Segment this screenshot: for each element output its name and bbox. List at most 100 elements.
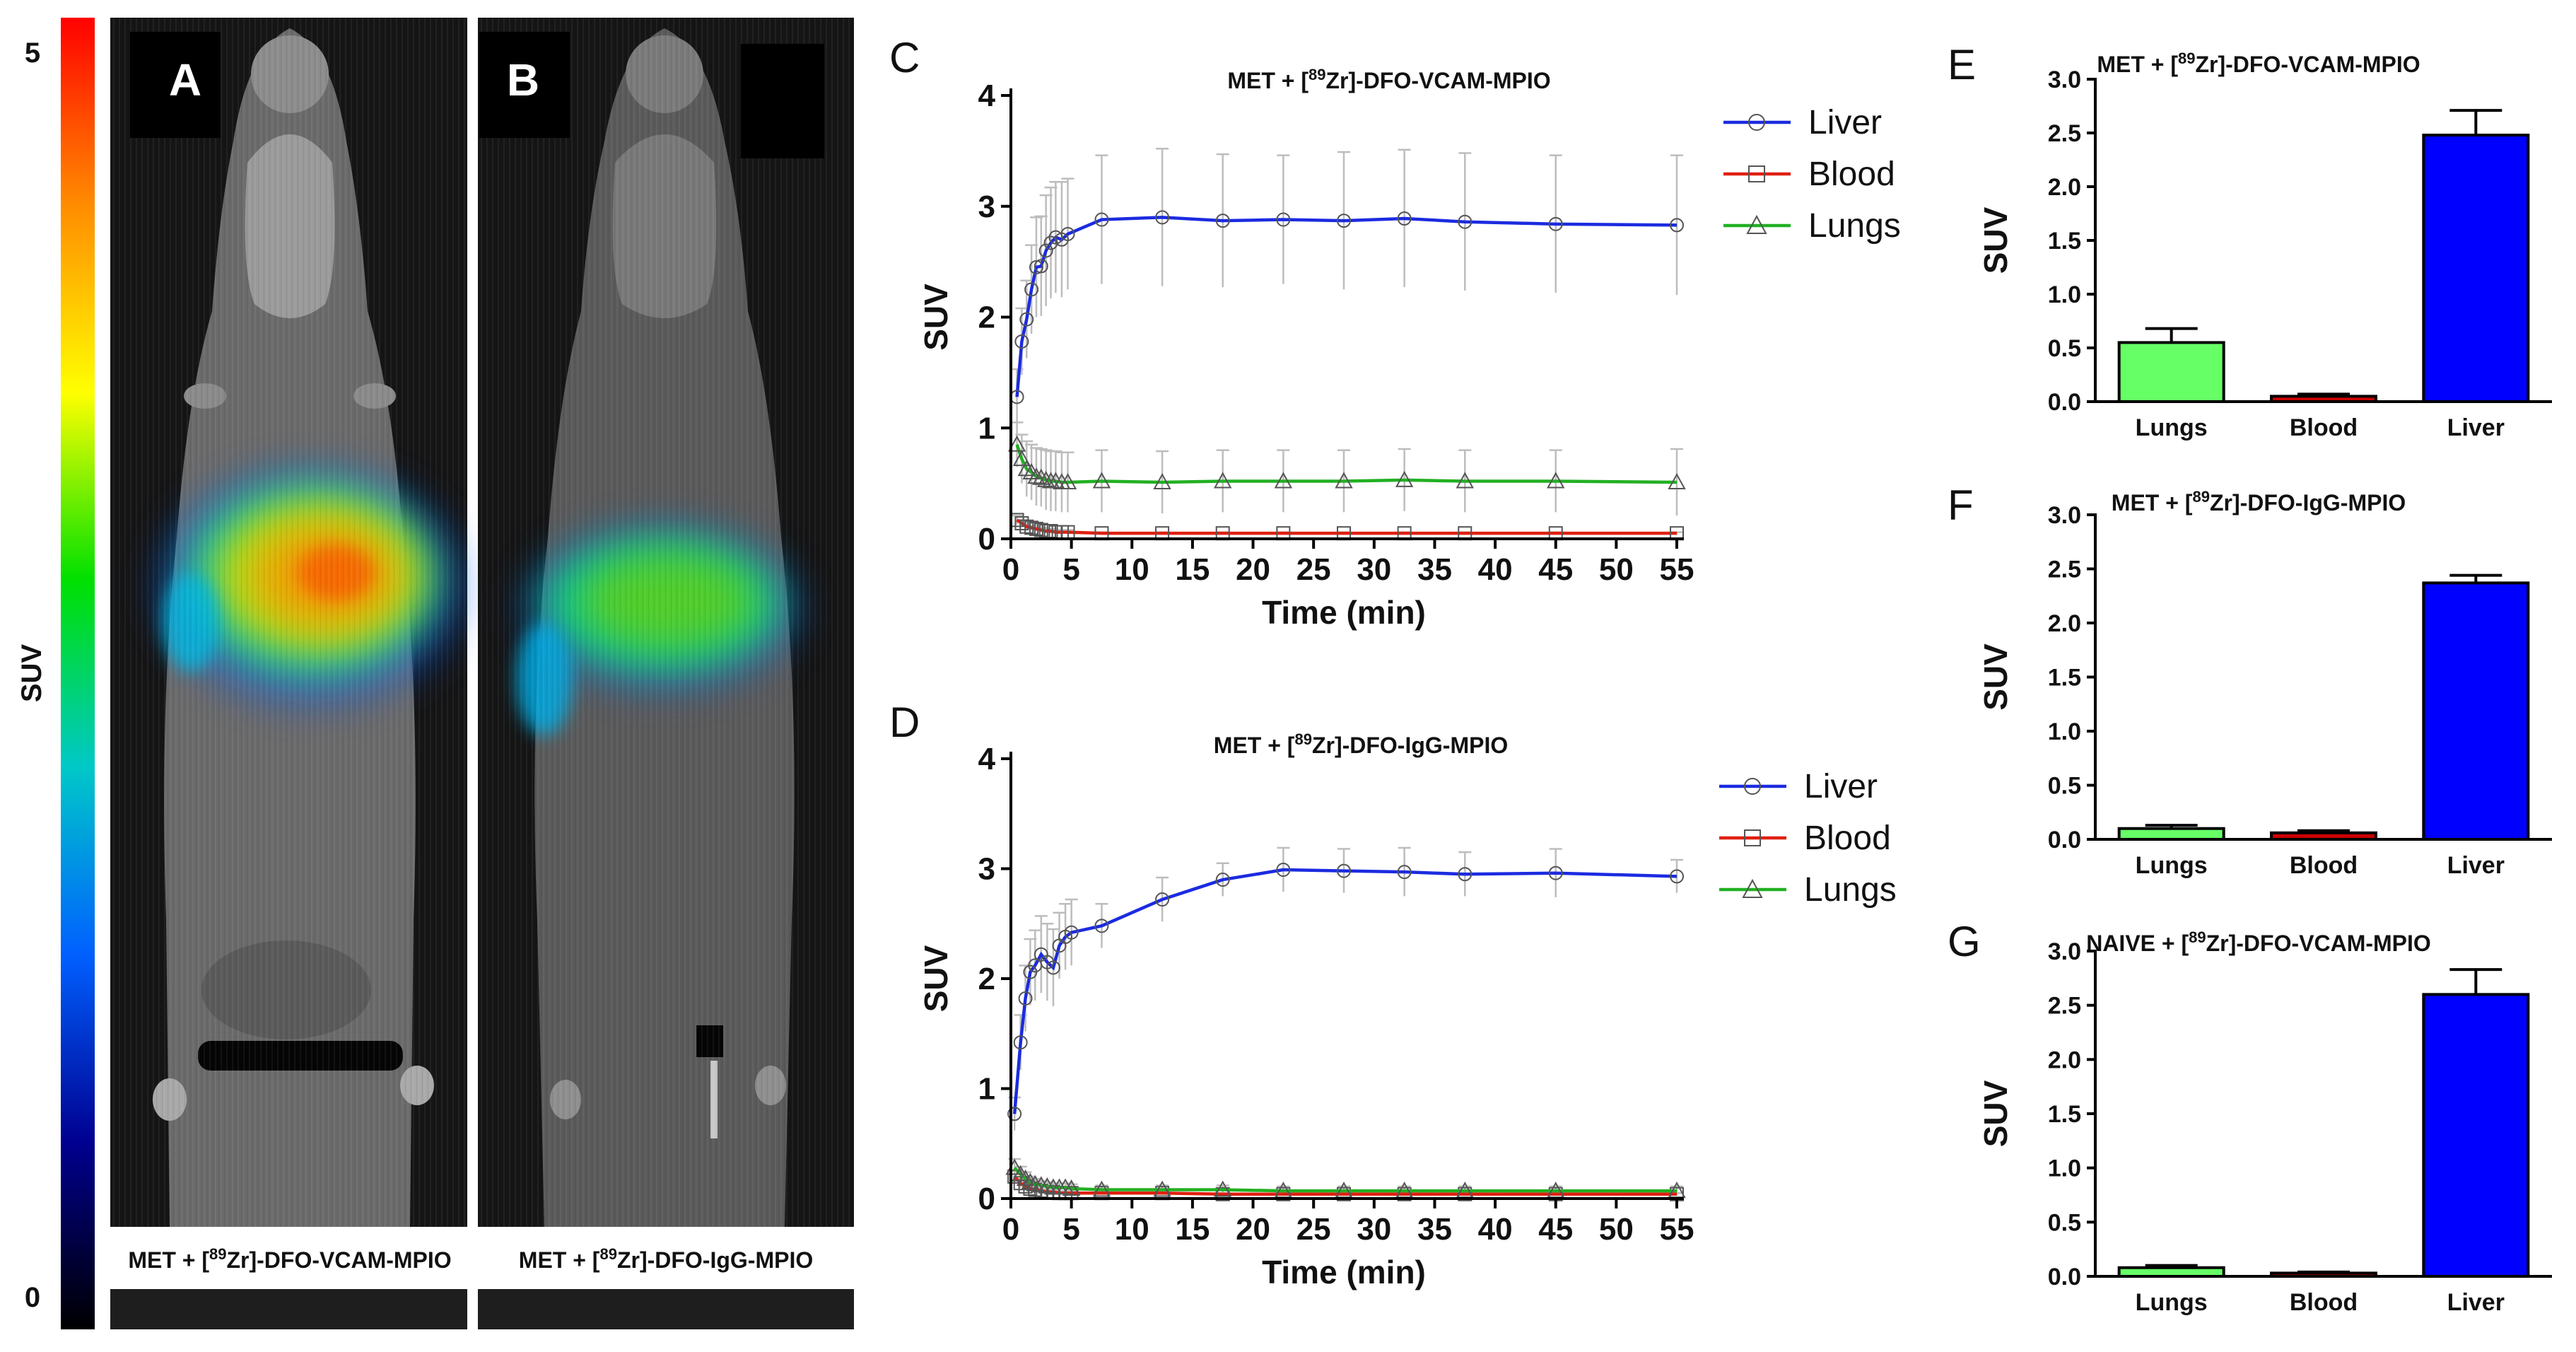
- chart-f: F MET + [89Zr]-DFO-IgG-MPIO Lungs Blood Li…: [1948, 482, 2552, 879]
- legend-label-liver: Liver: [1804, 768, 1878, 805]
- chart-e: E MET + [89Zr]-DFO-VCAM-MPIO Lungs Blood L…: [1948, 41, 2552, 441]
- chart-f-plot: Lungs Blood Liver 0.0 0.5 1.0 1.5 2.0 2.5 3.0 SUV: [1977, 502, 2552, 879]
- x-tick-label: 55: [1660, 552, 1694, 587]
- y-tick-label: 2.5: [2048, 993, 2081, 1020]
- bar-liver: [2422, 134, 2530, 403]
- data-point-lungs: [1058, 472, 1077, 490]
- data-point-liver: [1094, 212, 1109, 227]
- series-line-lungs: [1015, 444, 1678, 484]
- x-tick-label: 50: [1599, 552, 1634, 587]
- x-tick-label: 20: [1236, 1212, 1270, 1247]
- panel-letter-e: E: [1948, 41, 1976, 88]
- colorbar-min-label: 0: [25, 1282, 40, 1313]
- x-tick-label: 30: [1357, 1212, 1391, 1247]
- x-tick-label: 15: [1175, 1212, 1210, 1247]
- y-tick-label: 0.0: [2048, 827, 2081, 853]
- y-tick-label: 1.0: [2048, 281, 2081, 308]
- x-tick-label: 20: [1236, 552, 1270, 587]
- data-point-lungs: [1062, 1179, 1081, 1196]
- data-point-liver: [1007, 1107, 1022, 1121]
- data-point-lungs: [1056, 1178, 1075, 1195]
- y-tick-label: 0.0: [2048, 389, 2081, 416]
- legend-label-blood: Blood: [1808, 156, 1895, 193]
- x-axis-label: Time (min): [1262, 1254, 1426, 1290]
- data-point-lungs: [1092, 472, 1111, 489]
- legend-marker-lungs: [1746, 214, 1767, 234]
- data-point-liver: [1018, 991, 1033, 1006]
- data-point-liver: [1034, 259, 1048, 274]
- x-tick-label: 5: [1062, 552, 1079, 587]
- legend-marker-liver: [1744, 778, 1761, 795]
- x-tick-label: Blood: [2290, 1289, 2358, 1316]
- data-point-liver: [1337, 214, 1351, 228]
- data-point-liver: [1276, 212, 1291, 227]
- data-point-liver: [1094, 919, 1109, 933]
- image-caption-b: MET + [89Zr]-DFO-IgG-MPIO: [519, 1245, 813, 1273]
- data-point-lungs: [1021, 1172, 1040, 1189]
- legend-marker-blood: [1744, 829, 1761, 846]
- panel-letter-a: A: [169, 54, 201, 105]
- colorbar: 5 SUV 0: [16, 18, 95, 1329]
- y-tick-label: 4: [978, 742, 996, 776]
- bar-lungs: [2117, 827, 2225, 841]
- legend-marker-blood: [1748, 165, 1765, 182]
- data-point-liver: [1458, 214, 1473, 229]
- data-point-liver: [1019, 312, 1034, 327]
- legend-label-liver: Liver: [1808, 104, 1882, 141]
- y-tick-label: 0.5: [2048, 335, 2081, 362]
- data-point-liver: [1024, 282, 1039, 297]
- legend-marker-liver: [1748, 114, 1765, 131]
- data-point-lungs: [1092, 1180, 1111, 1197]
- x-tick-label: Blood: [2290, 852, 2358, 879]
- y-tick-label: 0.5: [2048, 773, 2081, 800]
- x-tick-label: 45: [1538, 552, 1573, 587]
- data-point-lungs: [1016, 1169, 1035, 1187]
- panel-letter-g: G: [1948, 918, 1981, 965]
- y-tick-label: 3.0: [2048, 66, 2081, 93]
- x-tick-label: 10: [1115, 552, 1149, 587]
- panel-letter-b: B: [507, 54, 539, 105]
- legend-label-lungs: Lungs: [1804, 871, 1897, 909]
- data-point-liver: [1215, 873, 1230, 887]
- y-tick-label: 2.0: [2048, 610, 2081, 637]
- x-tick-label: 50: [1599, 1212, 1634, 1247]
- image-panel-b: B MET + [89Zr]-DFO-IgG-MPIO: [478, 18, 854, 1329]
- data-point-liver: [1337, 863, 1351, 878]
- y-tick-label: 3: [978, 190, 995, 224]
- y-axis-label: SUV: [1977, 1080, 2014, 1147]
- data-point-liver: [1014, 334, 1029, 349]
- data-point-liver: [1155, 892, 1170, 907]
- x-tick-label: 10: [1115, 1212, 1149, 1247]
- data-point-lungs: [1547, 472, 1565, 489]
- x-tick-label: Lungs: [2136, 414, 2208, 441]
- panel-letter-box-b: [479, 32, 570, 138]
- y-tick-label: 4: [978, 78, 996, 113]
- y-tick-label: 1.0: [2048, 718, 2081, 745]
- x-tick-label: Liver: [2447, 852, 2505, 879]
- legend-label-blood: Blood: [1804, 820, 1891, 857]
- image-strip-a: [110, 1289, 467, 1329]
- data-point-liver: [1029, 260, 1043, 274]
- data-point-lungs: [1017, 460, 1036, 477]
- data-point-lungs: [1153, 472, 1171, 490]
- y-tick-label: 1.5: [2048, 228, 2081, 255]
- y-tick-label: 1: [978, 411, 995, 445]
- y-tick-label: 0.0: [2048, 1264, 2081, 1290]
- legend-marker-lungs: [1742, 878, 1763, 898]
- x-tick-label: 0: [1002, 552, 1019, 587]
- x-tick-label: 40: [1478, 1212, 1513, 1247]
- chart-d-title: MET + [89Zr]-DFO-IgG-MPIO: [1214, 730, 1508, 758]
- data-point-blood: [1014, 516, 1029, 531]
- y-tick-label: 3.0: [2048, 502, 2081, 529]
- panel-letter-c: C: [889, 34, 920, 81]
- chart-e-plot: Lungs Blood Liver 0.0 0.5 1.0 1.5 2.0 2.5 3.0 SUV: [1977, 66, 2552, 441]
- x-tick-label: 45: [1538, 1212, 1573, 1247]
- colorbar-max-label: 5: [25, 37, 40, 69]
- chart-f-title: MET + [89Zr]-DFO-IgG-MPIO: [2112, 488, 2406, 515]
- y-tick-label: 1.5: [2048, 665, 2081, 692]
- data-point-lungs: [1038, 1177, 1057, 1194]
- data-point-lungs: [1026, 1175, 1044, 1191]
- data-point-liver: [1060, 226, 1075, 241]
